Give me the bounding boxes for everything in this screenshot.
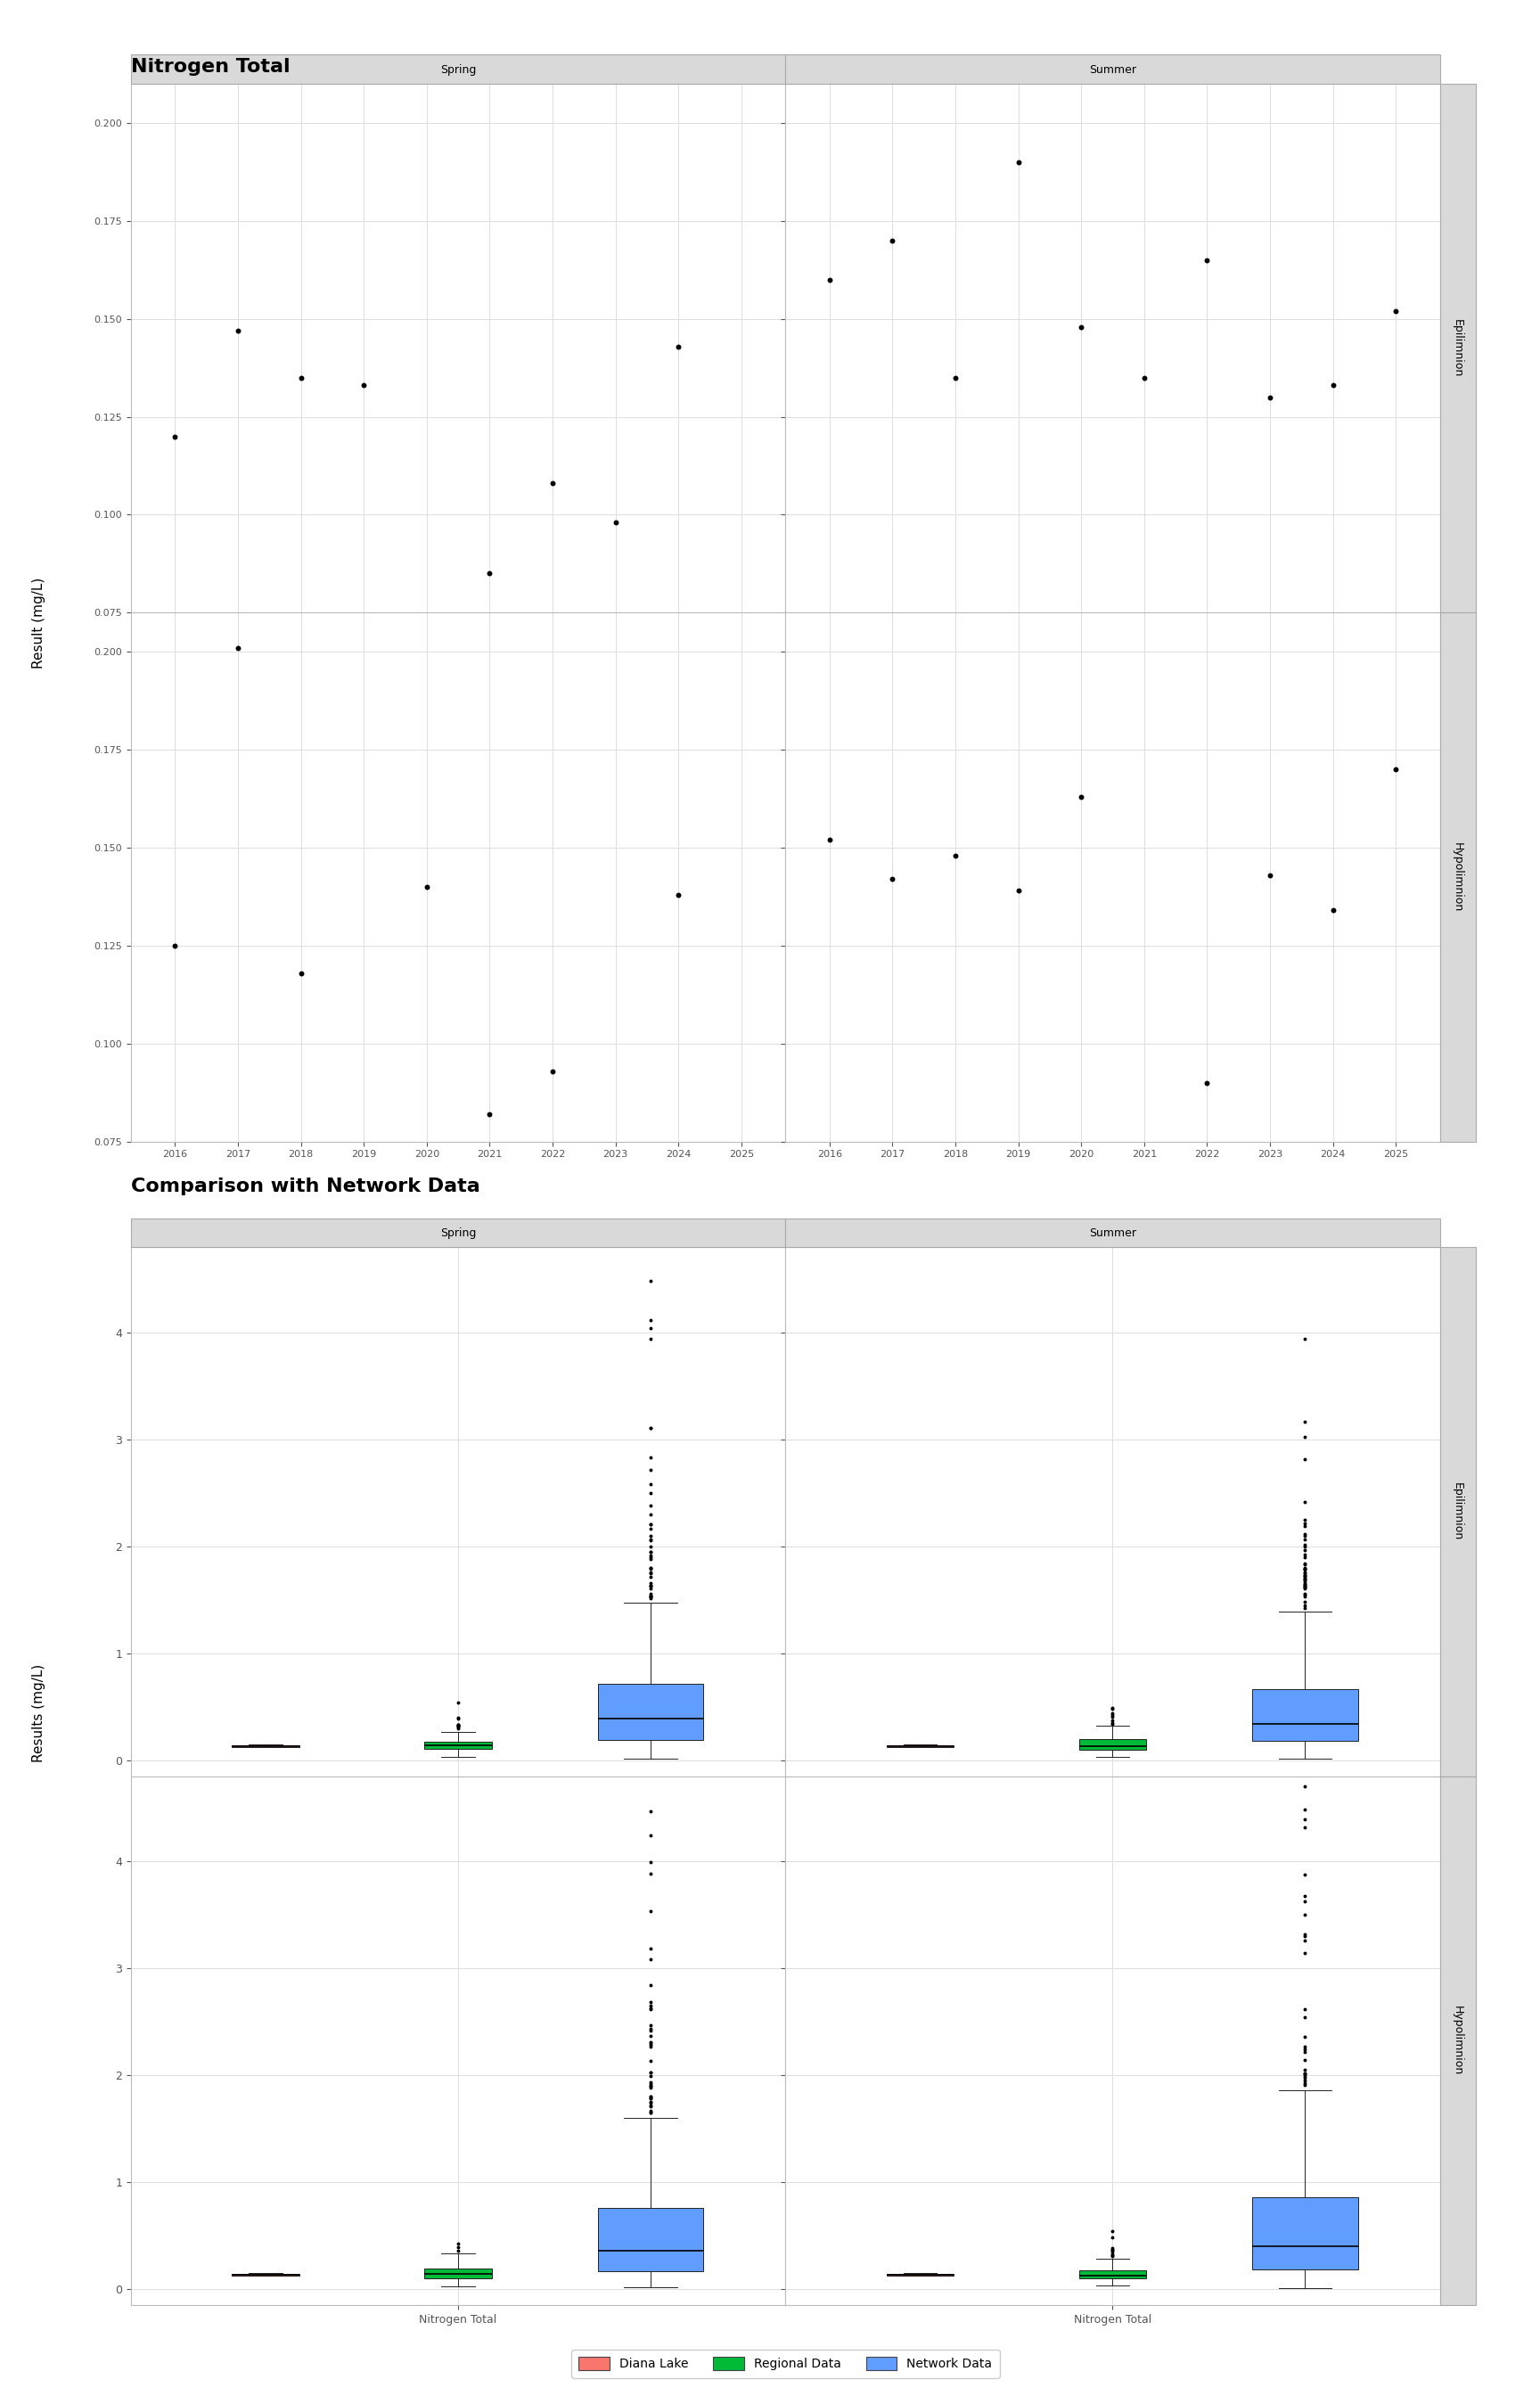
Point [1383,750,1408,788]
PathPatch shape [1080,1739,1146,1749]
Legend: Diana Lake, Regional Data, Network Data: Diana Lake, Regional Data, Network Data [571,2350,999,2377]
FancyBboxPatch shape [131,1217,785,1248]
Point [1383,292,1408,331]
FancyBboxPatch shape [1440,1248,1475,1775]
FancyBboxPatch shape [1440,613,1475,1140]
Point [541,1052,565,1090]
Point [1006,872,1030,910]
Point [288,359,313,398]
Point [1321,891,1346,930]
Text: Results (mg/L): Results (mg/L) [32,1663,45,1763]
Point [1258,855,1283,894]
PathPatch shape [425,2269,491,2279]
Point [1006,144,1030,182]
Point [1321,367,1346,405]
Point [288,954,313,992]
Point [1069,779,1093,817]
PathPatch shape [1080,2271,1146,2279]
Text: Hypolimnion: Hypolimnion [1452,843,1463,913]
Text: Epilimnion: Epilimnion [1452,319,1463,376]
Point [1258,379,1283,417]
Point [942,359,967,398]
Text: Epilimnion: Epilimnion [1452,1483,1463,1541]
Point [414,867,439,906]
PathPatch shape [598,1684,704,1739]
Point [818,822,842,860]
Point [477,1095,502,1133]
FancyBboxPatch shape [785,1217,1440,1248]
Point [818,261,842,300]
Point [163,417,188,455]
PathPatch shape [1252,1689,1358,1742]
Point [225,628,249,666]
Text: Result (mg/L): Result (mg/L) [32,577,45,668]
Text: Summer: Summer [1089,1227,1137,1239]
Point [667,875,691,913]
Text: Spring: Spring [440,1227,476,1239]
PathPatch shape [1252,2197,1358,2269]
Point [1195,1064,1220,1102]
Text: Nitrogen Total: Nitrogen Total [131,58,290,77]
Point [604,503,628,541]
FancyBboxPatch shape [785,55,1440,84]
FancyBboxPatch shape [1440,84,1475,613]
Text: Hypolimnion: Hypolimnion [1452,2005,1463,2075]
Point [163,927,188,966]
FancyBboxPatch shape [131,55,785,84]
Text: Comparison with Network Data: Comparison with Network Data [131,1176,480,1196]
PathPatch shape [598,2207,704,2271]
Point [942,836,967,875]
Point [1069,307,1093,345]
FancyBboxPatch shape [1440,1775,1475,2305]
Text: Spring: Spring [440,65,476,74]
Point [667,328,691,367]
Point [477,553,502,592]
Text: Summer: Summer [1089,65,1137,74]
Point [225,311,249,350]
PathPatch shape [425,1742,491,1749]
Point [351,367,376,405]
Point [1132,359,1157,398]
Point [879,860,904,898]
Point [541,465,565,503]
Point [879,220,904,259]
Point [1195,242,1220,280]
